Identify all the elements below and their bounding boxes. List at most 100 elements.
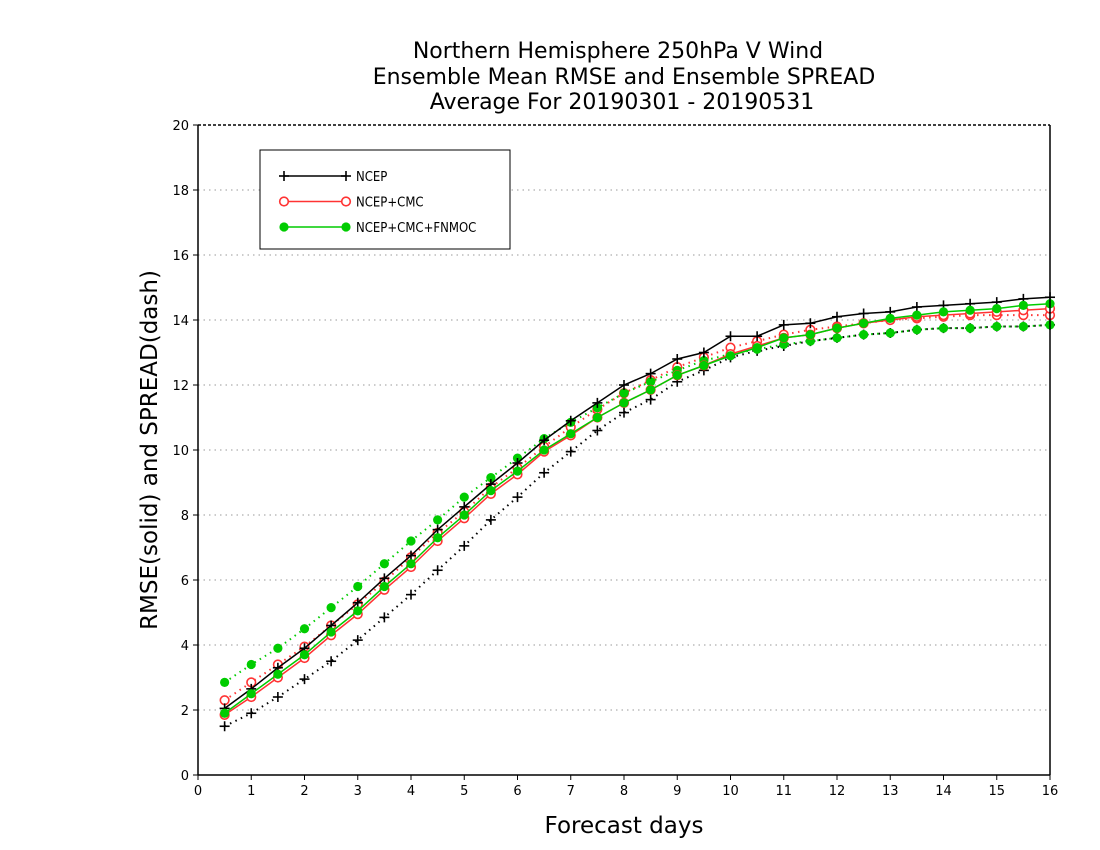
spread-point — [965, 323, 975, 333]
rmse-point — [752, 343, 762, 353]
rmse-point — [938, 307, 949, 317]
rmse-point — [725, 331, 736, 342]
legend-marker — [279, 222, 289, 232]
spread-point — [219, 695, 230, 706]
rmse-point — [566, 429, 576, 439]
rmse-point — [379, 573, 390, 584]
rmse-point — [459, 510, 469, 520]
y-tick-label: 14 — [172, 314, 189, 329]
chart-title-line-1: Northern Hemisphere 250hPa V Wind — [413, 39, 823, 64]
spread-point — [459, 492, 469, 502]
legend: NCEP NCEP+CMC NCEP+CMC+FNMOC — [259, 149, 511, 250]
rmse-point — [220, 708, 230, 718]
y-tick-label: 12 — [172, 379, 189, 394]
rmse-point — [992, 304, 1002, 314]
spread-point — [326, 603, 336, 613]
rmse-point — [805, 330, 815, 340]
spread-point — [459, 540, 470, 551]
rmse-point — [539, 435, 550, 446]
rmse-point — [432, 524, 443, 535]
rmse-point — [406, 559, 416, 569]
spread-point — [220, 677, 230, 687]
spread-point — [992, 321, 1002, 332]
rmse-point — [698, 347, 709, 358]
x-tick-label: 3 — [354, 784, 362, 799]
rmse-point — [805, 318, 816, 329]
spread-point — [352, 635, 363, 646]
rmse-point — [672, 370, 682, 380]
rmse-point — [912, 310, 922, 320]
x-tick-label: 0 — [194, 784, 202, 799]
rmse-point — [646, 385, 656, 395]
legend-marker — [341, 171, 351, 181]
x-tick-label: 13 — [882, 784, 899, 799]
y-tick-label: 16 — [172, 249, 189, 264]
spread-point — [406, 536, 416, 546]
rmse-point — [832, 323, 842, 333]
spread-point — [299, 624, 310, 634]
rmse-point — [645, 368, 656, 379]
rmse-point — [353, 606, 363, 616]
rmse-point — [565, 415, 576, 426]
spread-point — [565, 446, 576, 457]
spread-point — [326, 656, 337, 667]
spread-point — [353, 581, 363, 592]
y-tick-label: 20 — [172, 119, 189, 134]
spread-point — [619, 407, 629, 418]
rmse-point — [672, 354, 683, 364]
rmse-point — [778, 319, 789, 330]
spread-point — [592, 425, 603, 436]
rmse-point — [512, 458, 523, 468]
spread-point — [246, 659, 256, 670]
spread-point — [432, 565, 443, 576]
spread-point — [406, 589, 416, 600]
y-tick-label: 2 — [181, 704, 189, 719]
series-NCEP-rmse — [219, 292, 1055, 714]
rmse-point — [326, 627, 336, 637]
rmse-point — [379, 581, 389, 592]
legend-entry: NCEP — [279, 170, 387, 185]
chart-title-line-2: Ensemble Mean RMSE and Ensemble SPREAD — [373, 65, 876, 90]
rmse-point — [619, 398, 629, 408]
y-axis-label: RMSE(solid) and SPREAD(dash) — [137, 270, 163, 630]
x-axis-label: Forecast days — [545, 813, 704, 839]
rmse-point — [512, 466, 523, 476]
legend-label: NCEP — [356, 170, 387, 185]
spread-point — [1018, 321, 1028, 332]
legend-label: NCEP+CMC+FNMOC — [356, 221, 476, 236]
tick-labels: 0 1 2 3 4 5 6 7 8 9 10 11 12 13 14 15 160246810121416182… — [172, 119, 1058, 799]
x-tick-label: 4 — [407, 784, 415, 799]
rmse-line — [224, 296, 1051, 709]
spread-point — [645, 394, 656, 405]
rmse-point — [619, 380, 629, 390]
rmse-point — [246, 689, 256, 699]
rmse-point — [273, 669, 283, 679]
y-tick-label: 0 — [181, 769, 189, 784]
rmse-point — [592, 397, 603, 408]
spread-point — [832, 333, 842, 343]
rmse-point — [911, 302, 922, 312]
legend-marker — [341, 222, 351, 232]
legend-entry: NCEP+CMC+FNMOC — [279, 221, 476, 236]
rmse-point — [699, 360, 709, 371]
y-tick-label: 18 — [172, 184, 189, 199]
spread-point — [912, 325, 922, 335]
spread-point — [619, 388, 629, 398]
x-tick-label: 7 — [567, 784, 575, 799]
rmse-point — [832, 311, 842, 322]
spread-point — [486, 473, 496, 483]
x-tick-label: 2 — [300, 784, 308, 799]
rmse-point — [299, 650, 310, 660]
legend-marker — [278, 196, 290, 207]
x-tick-label: 6 — [513, 784, 521, 799]
spread-point — [273, 643, 283, 653]
legend-entry: NCEP+CMC — [278, 196, 424, 211]
spread-point — [246, 708, 257, 719]
chart-title-line-3: Average For 20190301 - 20190531 — [430, 90, 815, 115]
spread-point — [379, 559, 389, 569]
rmse-point — [752, 331, 763, 342]
x-tick-label: 5 — [460, 784, 468, 799]
x-tick-label: 16 — [1042, 784, 1059, 799]
